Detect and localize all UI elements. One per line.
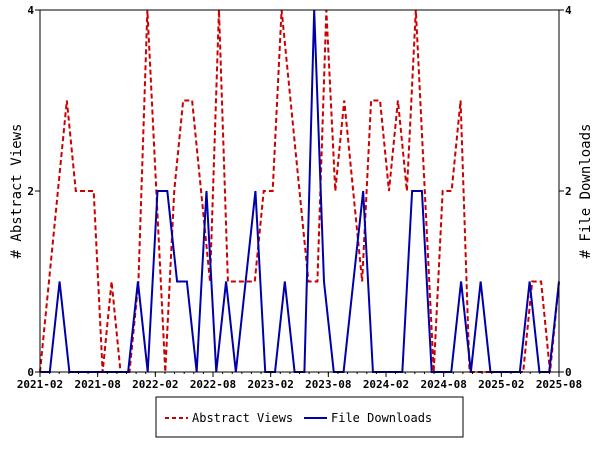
y-tick-label-left: 2 — [27, 185, 34, 198]
x-tick-label: 2024-02 — [363, 378, 409, 391]
x-tick-label: 2022-08 — [190, 378, 236, 391]
x-tick-label: 2025-08 — [536, 378, 582, 391]
x-tick-label: 2021-08 — [74, 378, 120, 391]
x-tick-label: 2022-02 — [132, 378, 178, 391]
x-tick-label: 2025-02 — [478, 378, 524, 391]
y-axis-title-left: # Abstract Views — [9, 124, 25, 259]
plot-area — [40, 10, 559, 372]
y-tick-label-right: 0 — [565, 366, 572, 379]
y-tick-label-left: 0 — [27, 366, 34, 379]
x-tick-label: 2024-08 — [420, 378, 466, 391]
x-tick-label: 2023-02 — [247, 378, 293, 391]
y-axis-title-right: # File Downloads — [578, 124, 594, 259]
legend-label-file-downloads: File Downloads — [331, 411, 432, 425]
y-tick-label-right: 4 — [565, 4, 572, 17]
ticks-layer: 2021-02 2021-08 2022-02 2022-08 2023-02 2023-… — [17, 4, 582, 391]
legend-label-abstract-views: Abstract Views — [192, 411, 293, 425]
y-tick-label-left: 4 — [27, 4, 34, 17]
x-tick-label: 2023-08 — [305, 378, 351, 391]
legend: Abstract Views File Downloads — [155, 396, 464, 438]
y-tick-label-right: 2 — [565, 185, 572, 198]
x-tick-label: 2021-02 — [17, 378, 63, 391]
